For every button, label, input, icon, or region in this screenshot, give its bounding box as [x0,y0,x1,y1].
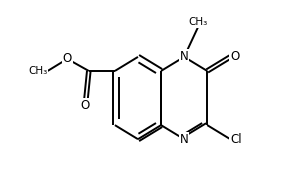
Text: O: O [81,99,90,112]
Text: N: N [180,133,189,146]
Text: O: O [63,52,72,65]
Text: CH₃: CH₃ [189,17,208,27]
Text: Cl: Cl [230,133,242,146]
Text: O: O [230,50,239,63]
Text: CH₃: CH₃ [28,66,48,76]
Text: N: N [180,50,189,63]
